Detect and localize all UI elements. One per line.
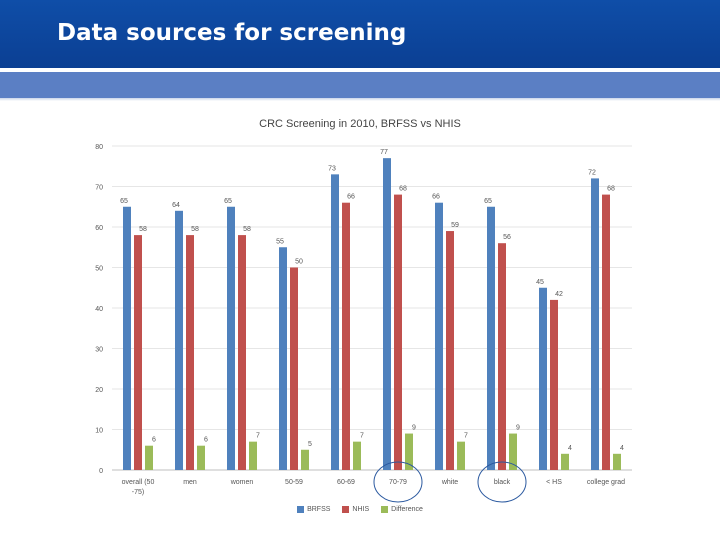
x-tick-label: overall (50 xyxy=(122,479,155,486)
bar-difference xyxy=(301,449,309,470)
data-label: 5 xyxy=(308,441,312,448)
data-label: 65 xyxy=(224,198,232,205)
y-tick-label: 70 xyxy=(95,185,103,192)
legend-label: NHIS xyxy=(352,506,370,513)
bar-nhis xyxy=(498,243,506,470)
bar-brfss xyxy=(227,206,235,470)
bar-nhis xyxy=(186,235,194,470)
y-tick-label: 0 xyxy=(99,468,103,475)
bar-nhis xyxy=(446,231,454,470)
bar-difference xyxy=(249,441,257,470)
bar-nhis xyxy=(602,194,610,470)
data-label: 66 xyxy=(347,194,355,201)
bar-brfss xyxy=(175,210,183,471)
data-label: 50 xyxy=(295,259,303,266)
highlight-circle xyxy=(373,461,423,503)
bar-brfss xyxy=(279,247,287,470)
x-tick-label: men xyxy=(183,479,197,486)
data-label: 7 xyxy=(464,433,468,440)
bar-difference xyxy=(509,433,517,470)
slide-title: Data sources for screening xyxy=(57,20,407,46)
x-tick-label: 60-69 xyxy=(337,479,355,486)
bar-nhis xyxy=(550,299,558,470)
header-accent-band xyxy=(0,72,720,98)
legend-swatch xyxy=(342,506,350,513)
y-tick-label: 10 xyxy=(95,428,103,435)
legend-swatch xyxy=(297,506,305,513)
legend-swatch xyxy=(381,506,389,513)
highlight-circle xyxy=(477,461,527,503)
bar-nhis xyxy=(134,235,142,470)
data-label: 66 xyxy=(432,194,440,201)
x-tick-label: 50-59 xyxy=(285,479,303,486)
data-label: 6 xyxy=(152,437,156,444)
bar-brfss xyxy=(435,202,443,470)
bar-brfss xyxy=(591,178,599,470)
legend-label: Difference xyxy=(391,506,423,513)
bar-brfss xyxy=(539,287,547,470)
data-label: 65 xyxy=(120,198,128,205)
bar-difference xyxy=(405,433,413,470)
x-tick-label: < HS xyxy=(546,479,562,486)
data-label: 7 xyxy=(256,433,260,440)
data-label: 68 xyxy=(399,186,407,193)
data-label: 9 xyxy=(412,425,416,432)
chart-legend: BRFSS NHIS Difference xyxy=(0,506,720,513)
bar-difference xyxy=(561,453,569,470)
data-label: 56 xyxy=(503,234,511,241)
bar-nhis xyxy=(290,267,298,470)
bar-brfss xyxy=(123,206,131,470)
bar-brfss xyxy=(487,206,495,470)
data-label: 65 xyxy=(484,198,492,205)
x-tick-label: -75) xyxy=(132,489,144,496)
bar-difference xyxy=(613,453,621,470)
y-tick-label: 80 xyxy=(95,144,103,151)
bar-difference xyxy=(145,445,153,470)
y-tick-label: 60 xyxy=(95,225,103,232)
bar-nhis xyxy=(238,235,246,470)
legend-label: BRFSS xyxy=(307,506,331,513)
x-tick-label: white xyxy=(441,479,458,486)
data-label: 7 xyxy=(360,433,364,440)
data-label: 77 xyxy=(380,149,388,156)
y-tick-label: 30 xyxy=(95,347,103,354)
chart-title: CRC Screening in 2010, BRFSS vs NHIS xyxy=(259,118,461,130)
legend-item: NHIS xyxy=(342,506,369,513)
data-label: 58 xyxy=(139,226,147,233)
bar-difference xyxy=(353,441,361,470)
legend-item: BRFSS xyxy=(297,506,330,513)
data-label: 58 xyxy=(191,226,199,233)
y-tick-label: 50 xyxy=(95,266,103,273)
data-label: 55 xyxy=(276,238,284,245)
y-tick-label: 20 xyxy=(95,387,103,394)
bar-difference xyxy=(457,441,465,470)
bar-brfss xyxy=(383,158,391,470)
data-label: 6 xyxy=(204,437,208,444)
data-label: 4 xyxy=(568,445,572,452)
data-label: 9 xyxy=(516,425,520,432)
bar-brfss xyxy=(331,174,339,470)
bar-nhis xyxy=(342,202,350,470)
data-label: 68 xyxy=(607,186,615,193)
x-tick-label: college grad xyxy=(587,479,625,486)
data-label: 58 xyxy=(243,226,251,233)
data-label: 45 xyxy=(536,279,544,286)
data-label: 64 xyxy=(172,202,180,209)
x-tick-label: 70-79 xyxy=(389,479,407,486)
bar-difference xyxy=(197,445,205,470)
data-label: 42 xyxy=(555,291,563,298)
x-tick-label: women xyxy=(230,479,254,486)
data-label: 73 xyxy=(328,165,336,172)
data-label: 59 xyxy=(451,222,459,229)
legend-item: Difference xyxy=(381,506,423,513)
bar-nhis xyxy=(394,194,402,470)
x-tick-label: black xyxy=(494,479,511,486)
data-label: 72 xyxy=(588,169,596,176)
y-tick-label: 40 xyxy=(95,306,103,313)
header-band-shadow xyxy=(0,98,720,101)
data-label: 4 xyxy=(620,445,624,452)
slide-header: Data sources for screening xyxy=(0,0,720,68)
